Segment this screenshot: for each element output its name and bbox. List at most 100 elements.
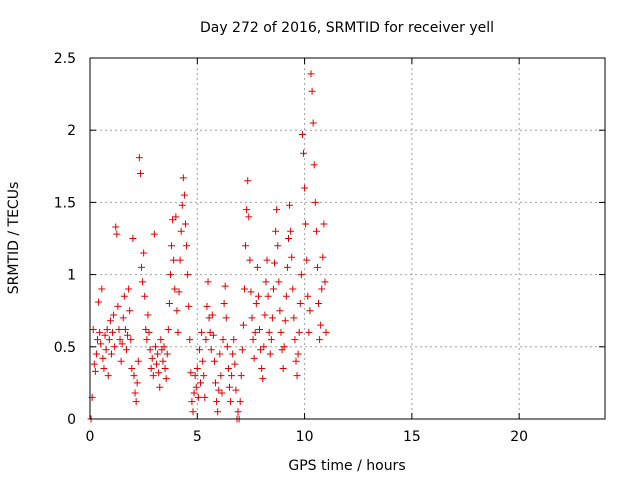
data-point xyxy=(229,350,237,358)
data-point xyxy=(134,357,142,365)
data-point xyxy=(120,292,128,300)
data-point xyxy=(133,379,141,387)
data-point xyxy=(281,317,289,325)
data-point xyxy=(305,328,313,336)
data-point xyxy=(119,314,127,322)
data-point xyxy=(206,328,214,336)
data-point xyxy=(208,311,216,319)
data-point xyxy=(227,398,235,406)
data-point xyxy=(309,119,317,127)
data-point xyxy=(280,343,288,351)
data-point xyxy=(141,292,149,300)
data-point xyxy=(135,154,143,162)
data-point xyxy=(198,328,206,336)
data-point xyxy=(121,325,129,333)
data-point xyxy=(183,242,191,250)
data-point xyxy=(257,346,265,354)
data-point xyxy=(95,298,103,306)
data-point xyxy=(306,307,314,315)
data-point xyxy=(148,354,156,362)
data-point xyxy=(187,369,195,377)
data-point xyxy=(320,220,328,228)
data-point xyxy=(303,256,311,264)
data-point xyxy=(268,314,276,322)
data-point xyxy=(149,372,157,380)
data-point xyxy=(221,282,229,290)
data-point xyxy=(165,299,173,307)
data-point xyxy=(157,336,165,344)
data-point xyxy=(265,328,273,336)
data-point xyxy=(319,253,327,261)
data-point xyxy=(144,311,152,319)
data-point xyxy=(126,307,134,315)
data-point xyxy=(264,292,272,300)
data-point xyxy=(142,325,150,333)
data-point xyxy=(310,161,318,169)
data-point xyxy=(322,328,330,336)
data-point xyxy=(237,372,245,380)
data-point xyxy=(202,336,210,344)
data-point xyxy=(282,292,290,300)
data-point xyxy=(130,372,138,380)
data-point xyxy=(111,343,119,351)
y-axis-label: SRMTID / TECUs xyxy=(6,182,22,295)
data-point xyxy=(231,360,239,368)
data-point xyxy=(301,184,309,192)
data-point xyxy=(272,227,280,235)
data-point xyxy=(168,242,176,250)
data-point xyxy=(112,223,120,231)
y-tick-label: 0.5 xyxy=(54,340,76,356)
data-point xyxy=(199,357,207,365)
data-point xyxy=(205,314,213,322)
data-point xyxy=(109,328,117,336)
data-point xyxy=(188,398,196,406)
data-point xyxy=(242,242,250,250)
data-point xyxy=(210,357,218,365)
data-point xyxy=(276,307,284,315)
data-point xyxy=(173,307,181,315)
data-point xyxy=(225,383,233,391)
data-point xyxy=(96,328,104,336)
data-point xyxy=(129,235,137,242)
data-point xyxy=(248,314,256,322)
data-point xyxy=(286,201,294,209)
data-point xyxy=(273,206,281,214)
data-point xyxy=(177,227,185,235)
data-point xyxy=(244,177,252,185)
data-point xyxy=(154,350,162,358)
data-point xyxy=(105,336,113,344)
data-point xyxy=(163,350,171,358)
data-point xyxy=(259,375,267,383)
data-point xyxy=(316,336,324,344)
data-point xyxy=(116,336,124,344)
data-point xyxy=(201,393,209,401)
data-point xyxy=(118,340,126,348)
data-point xyxy=(176,256,184,264)
data-point xyxy=(97,340,105,348)
data-point xyxy=(103,325,111,333)
data-point xyxy=(191,372,199,380)
data-point xyxy=(124,331,132,339)
data-point xyxy=(312,227,320,235)
data-point xyxy=(245,213,253,221)
data-point xyxy=(98,285,106,293)
data-point xyxy=(236,398,244,406)
data-point xyxy=(125,285,133,293)
data-point xyxy=(307,70,315,78)
data-point xyxy=(234,408,242,416)
data-point xyxy=(178,201,186,209)
data-point xyxy=(166,271,174,279)
data-point xyxy=(102,346,110,354)
data-point xyxy=(311,198,319,206)
data-point xyxy=(136,170,144,178)
data-point xyxy=(110,311,118,319)
data-point xyxy=(288,253,296,261)
tick-labels: 0 5 10 15 20 0 0.5 1 1.5 2 2.5 xyxy=(54,51,528,445)
data-point xyxy=(260,343,268,351)
data-point xyxy=(175,288,183,296)
data-point xyxy=(262,278,270,286)
data-point xyxy=(315,299,323,307)
plot-frame xyxy=(89,57,606,420)
data-point xyxy=(321,278,329,286)
